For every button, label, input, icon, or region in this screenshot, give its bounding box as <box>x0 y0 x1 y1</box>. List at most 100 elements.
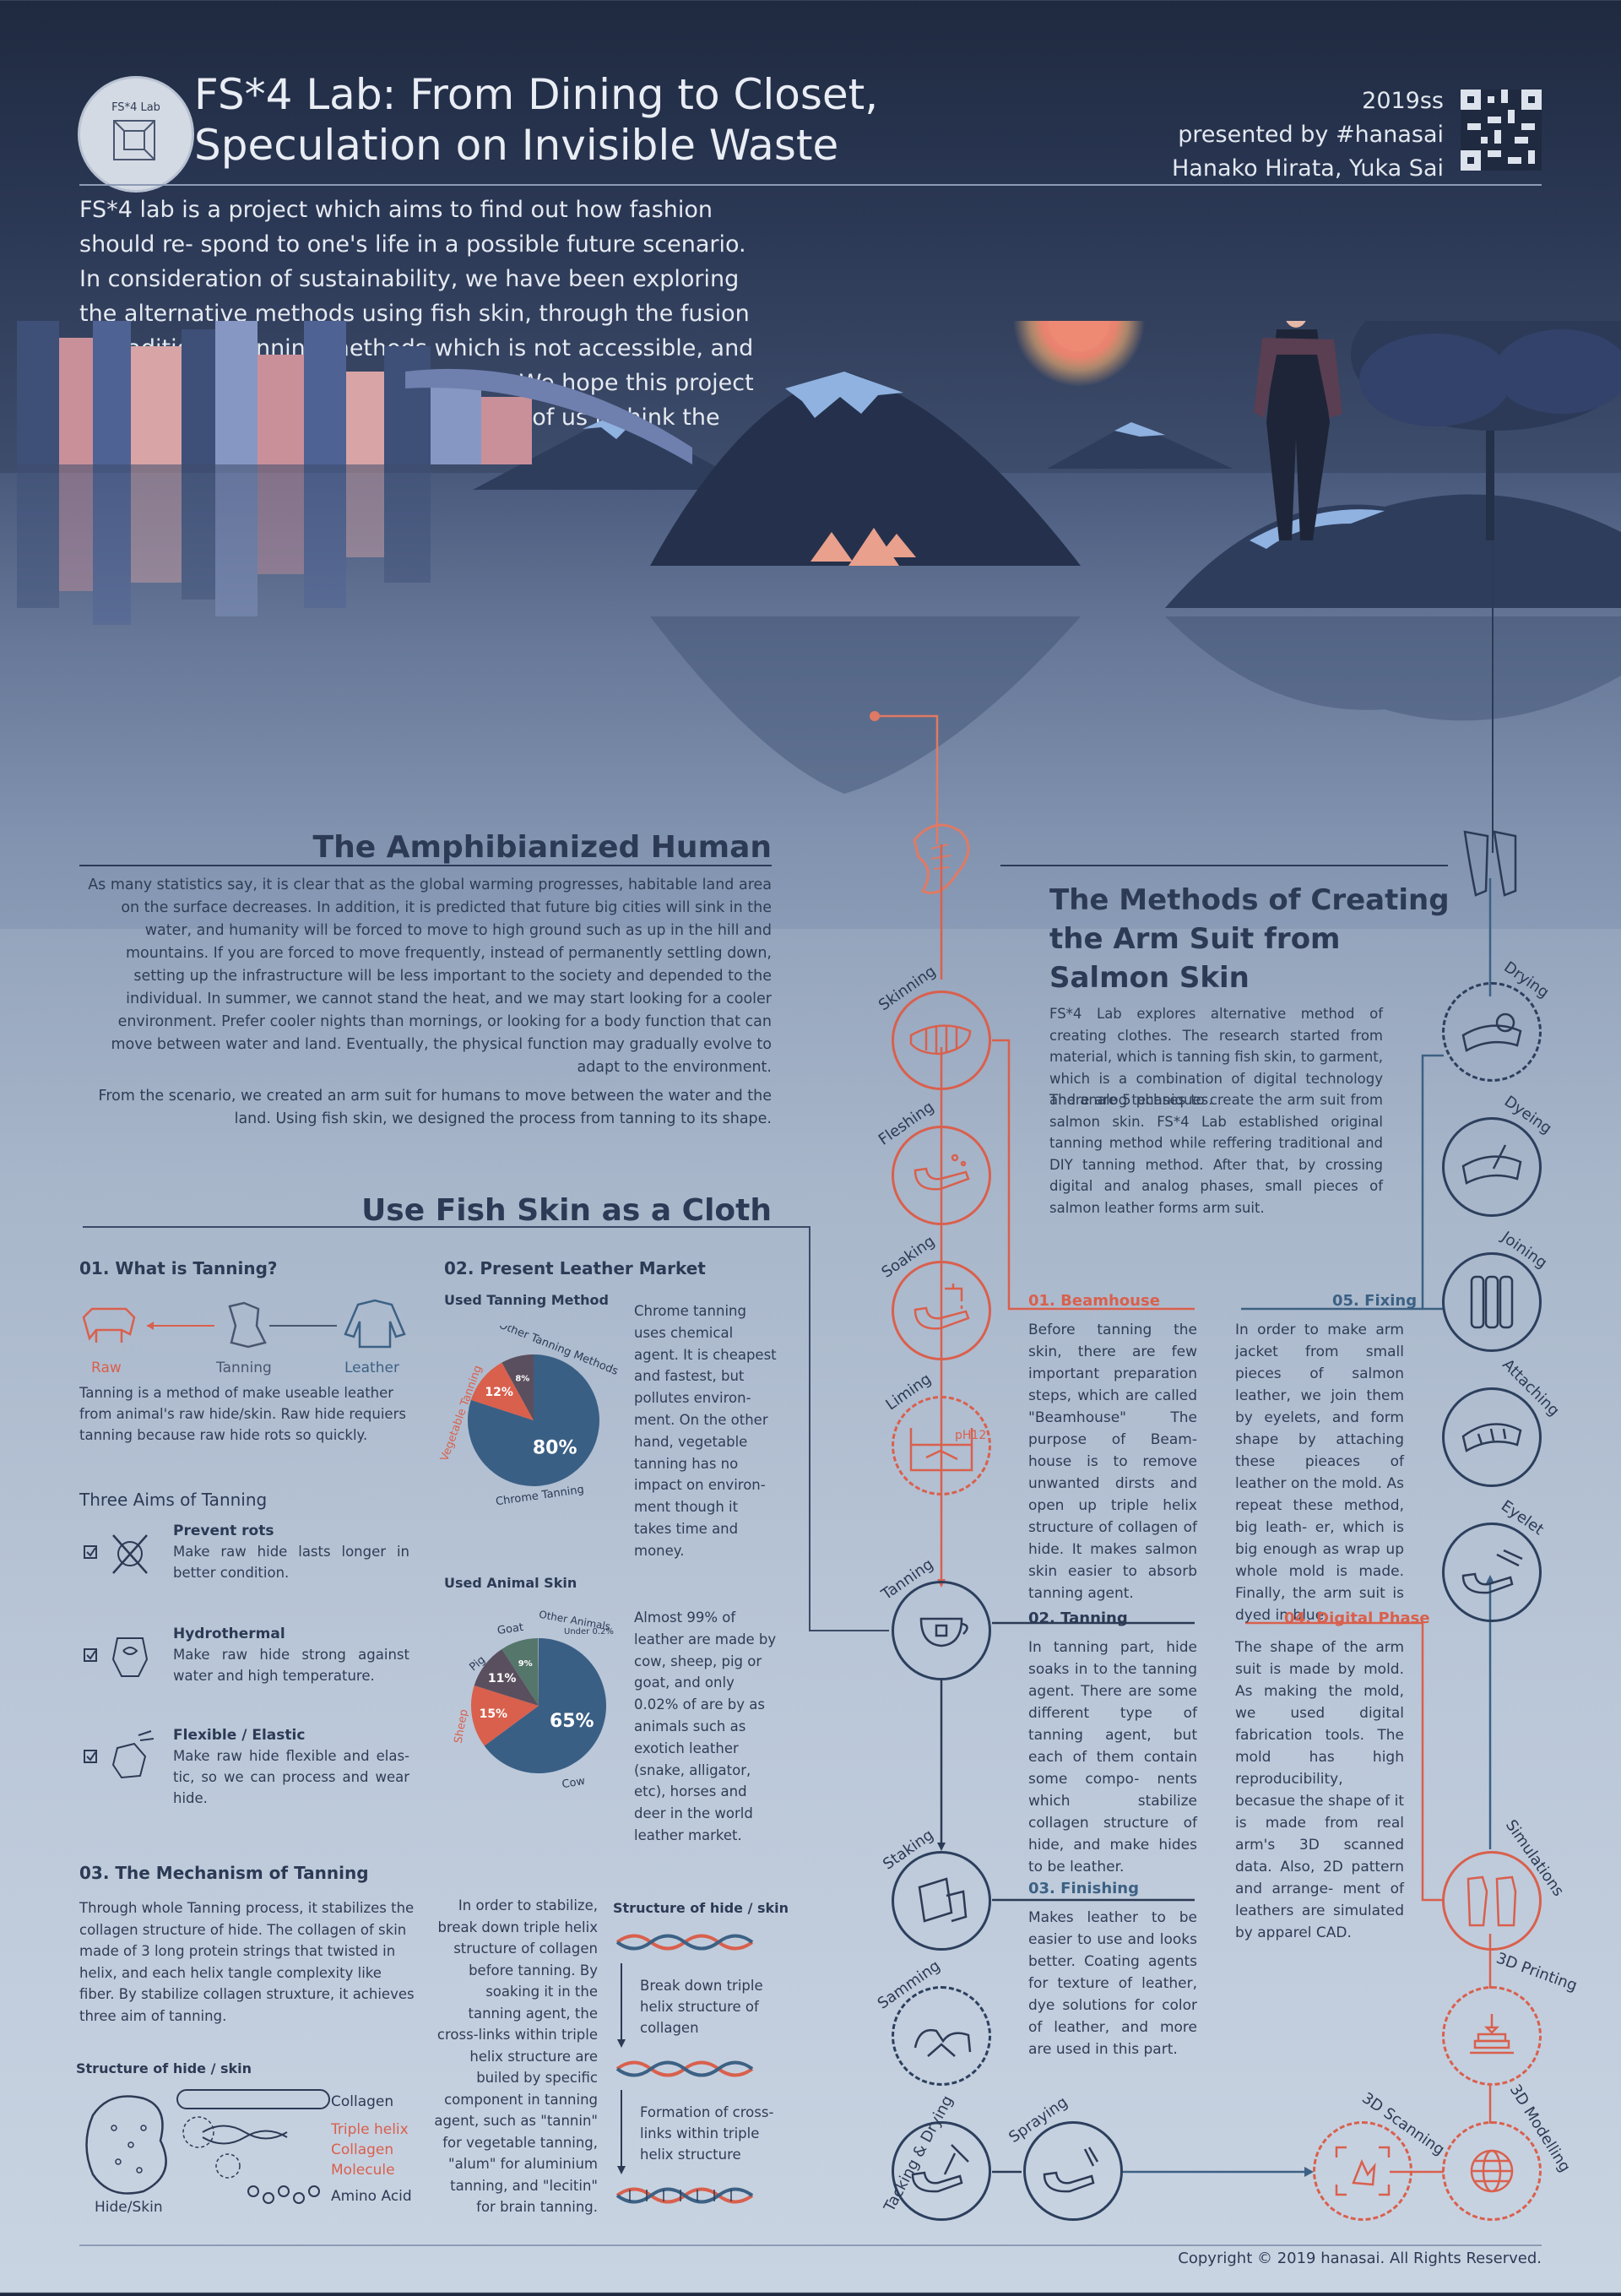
pie-small-label: Under 0.2% <box>564 1627 614 1637</box>
label-collagen-molecule-2: Molecule <box>331 2162 395 2179</box>
spraying-step <box>1023 2121 1123 2221</box>
pie-data-label: 8% <box>515 1375 529 1384</box>
label-collagen: Collagen <box>331 2093 394 2110</box>
section-divider-right <box>1000 865 1448 866</box>
title-line-2: Speculation on Invisible Waste <box>194 121 839 170</box>
pie-data-label: 9% <box>518 1659 533 1669</box>
stake-icon <box>918 1877 968 1923</box>
what-is-tanning-title: 01. What is Tanning? <box>79 1258 278 1278</box>
mechanism-title: 03. The Mechanism of Tanning <box>79 1863 369 1883</box>
phase-finishing-text: Makes leather to be easier to use and lo… <box>1028 1909 1197 2058</box>
tanning-method-pie-chart: 80% 12% 8% Chrome Tanning Vegetable Tanning O… <box>438 1319 625 1512</box>
aim-item: Hydrothermal Make raw hide strong agains… <box>79 1626 417 1706</box>
methods-title-line-1: The Methods of Creating <box>1049 883 1450 917</box>
label-collagen-molecule-1: Collagen <box>331 2141 394 2158</box>
bowl-icon <box>919 1617 968 1647</box>
fleshing-step <box>892 1126 991 1225</box>
dyeing-step <box>1442 1117 1542 1217</box>
methods-title-line-3: Salmon Skin <box>1049 961 1250 995</box>
fs4-lab-logo: FS*4 Lab <box>78 76 194 193</box>
qr-code[interactable] <box>1461 90 1542 171</box>
section-divider-left <box>79 865 772 866</box>
pie-category-label: Chrome Tanning <box>495 1484 585 1509</box>
ph-label: pH12 <box>955 1429 986 1442</box>
aim-text: Make raw hide lasts longer in better con… <box>173 1544 409 1581</box>
eyelet-tool-icon <box>1461 1549 1523 1594</box>
fish-skin-connector <box>83 1226 810 1631</box>
phase-digital-text: The shape of the arm suit is made by mol… <box>1235 1639 1404 1941</box>
pie-data-label: 80% <box>533 1438 577 1459</box>
tanning-definition: Tanning is a method of make useable leat… <box>79 1385 406 1443</box>
central-mountain <box>650 372 1081 566</box>
arm-mold-icon <box>1461 1423 1522 1452</box>
pie-category-label: Cow <box>561 1775 586 1792</box>
hide-structure-diagram <box>76 2082 431 2225</box>
fish-skin-title: Use Fish Skin as a Cloth <box>361 1193 772 1228</box>
leather-pieces-icon <box>1470 1275 1514 1329</box>
leather-market-title: 02. Present Leather Market <box>444 1258 706 1278</box>
phase-tanning-text: In tanning part, hide soaks in to the ta… <box>1028 1639 1197 1875</box>
authors-label: Hanako Hirata, Yuka Sai <box>1171 155 1444 182</box>
page-title: FS*4 Lab: From Dining to Closet, Specula… <box>194 69 954 171</box>
3d-modelling-step <box>1442 2121 1542 2221</box>
fish-skin-connector-end <box>809 1630 889 1631</box>
pie-slice-pig <box>474 1648 539 1706</box>
scan-frame-icon <box>1335 2146 1391 2196</box>
amphibianized-paragraph-2: From the scenario, we created an arm sui… <box>98 1088 772 1127</box>
footer-divider <box>79 2244 1542 2246</box>
animal-skin-pie-chart: 65% 15% 11% 9% Cow Sheep Pig Goat Other Animals U… <box>439 1609 625 1794</box>
samming-step <box>892 1986 991 2086</box>
helix-diagram <box>613 1921 773 2225</box>
eyelet-step <box>1442 1523 1542 1622</box>
aim-head: Hydrothermal <box>173 1626 285 1642</box>
label-leather: Leather <box>344 1360 399 1376</box>
simulations-step <box>1442 1851 1542 1951</box>
aim-text: Make raw hide flexible and elas- tic, so… <box>173 1748 409 1806</box>
methods-title-line-2: the Arm Suit from <box>1049 922 1341 956</box>
3d-printing-step <box>1442 1986 1542 2086</box>
season-label: 2019ss <box>1362 88 1444 114</box>
wireframe-sphere-icon <box>1470 2149 1514 2193</box>
pie-slice-sheep <box>471 1685 539 1746</box>
presenter-label: presented by #hanasai <box>1178 122 1444 148</box>
printer-icon <box>1470 2014 1514 2054</box>
3d-scanning-step <box>1313 2121 1412 2221</box>
tanning-flow-icons <box>79 1296 417 1364</box>
landscape-illustration <box>0 255 1621 929</box>
logo-text: FS*4 Lab <box>111 101 160 114</box>
fish-fillet-icon <box>909 1024 972 1056</box>
tanning-method-text: Chrome tanning uses chemical agent. It i… <box>634 1303 777 1559</box>
header-divider <box>79 184 1542 186</box>
pie-slice-cow <box>484 1638 606 1773</box>
hammer-icon <box>911 2144 969 2193</box>
animal-skin-text: Almost 99% of leather are made by cow, s… <box>634 1609 777 1843</box>
tacking-drying-step <box>892 2121 991 2221</box>
structure-title-right: Structure of hide / skin <box>613 1900 789 1916</box>
label-raw: Raw <box>91 1360 122 1376</box>
label-tanning: Tanning <box>216 1360 272 1376</box>
copyright-notice: Copyright © 2019 hanasai. All Rights Res… <box>1178 2250 1542 2267</box>
tanning-method-chart-title: Used Tanning Method <box>444 1292 609 1308</box>
structure-title-left: Structure of hide / skin <box>76 2060 252 2076</box>
sunken-city <box>17 304 692 625</box>
pie-slice-other-tanning-methods <box>501 1354 534 1420</box>
amphibianized-title: The Amphibianized Human <box>312 830 772 865</box>
skinning-step <box>892 991 991 1090</box>
phase-digital-title: 04. Digital Phase <box>1284 1609 1430 1627</box>
attaching-step <box>1442 1387 1542 1487</box>
spray-icon <box>1043 2147 1099 2193</box>
header-credits: 2019ss presented by #hanasai Hanako Hira… <box>1172 84 1444 186</box>
label-amino-acid: Amino Acid <box>331 2188 412 2205</box>
animal-skin-chart-title: Used Animal Skin <box>444 1575 577 1591</box>
mechanism-text: Through whole Tanning process, it stabil… <box>79 1900 415 2024</box>
phase-beamhouse-title: 01. Beamhouse <box>1028 1292 1160 1310</box>
cow-icon <box>82 1307 136 1343</box>
helix-step-2: Formation of cross-links within triple h… <box>640 2104 774 2163</box>
pattern-icon <box>1466 1875 1517 1927</box>
aim-item: Flexible / Elastic Make raw hide flexibl… <box>79 1727 417 1820</box>
liming-step: pH12 <box>892 1396 991 1495</box>
container-icon <box>909 1428 973 1472</box>
label-hide-skin: Hide/Skin <box>95 2199 163 2216</box>
pie-category-label: Goat <box>496 1621 524 1637</box>
hanging-suit-icon <box>1461 1012 1522 1052</box>
